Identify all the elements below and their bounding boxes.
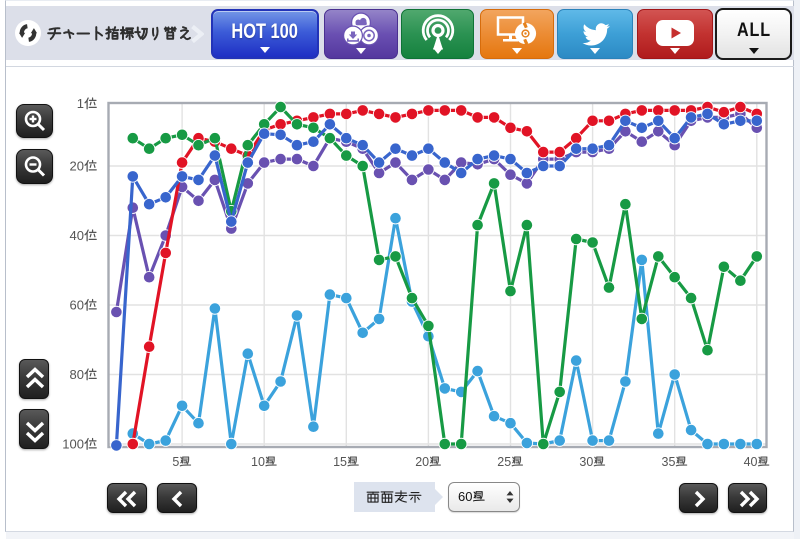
svg-text:60: 60 <box>458 490 472 504</box>
svg-text:100: 100 <box>62 436 84 451</box>
svg-text:80: 80 <box>70 367 84 382</box>
svg-text:5: 5 <box>172 455 179 469</box>
svg-text:30: 30 <box>579 455 593 469</box>
svg-text:35: 35 <box>662 455 676 469</box>
svg-text:20: 20 <box>415 455 429 469</box>
svg-text:15: 15 <box>333 455 347 469</box>
svg-text:40: 40 <box>744 455 758 469</box>
svg-text:1: 1 <box>77 96 84 111</box>
svg-text:20: 20 <box>70 158 84 173</box>
svg-text:25: 25 <box>497 455 511 469</box>
svg-text:60: 60 <box>70 297 84 312</box>
svg-text:40: 40 <box>70 228 84 243</box>
svg-text:10: 10 <box>251 455 265 469</box>
